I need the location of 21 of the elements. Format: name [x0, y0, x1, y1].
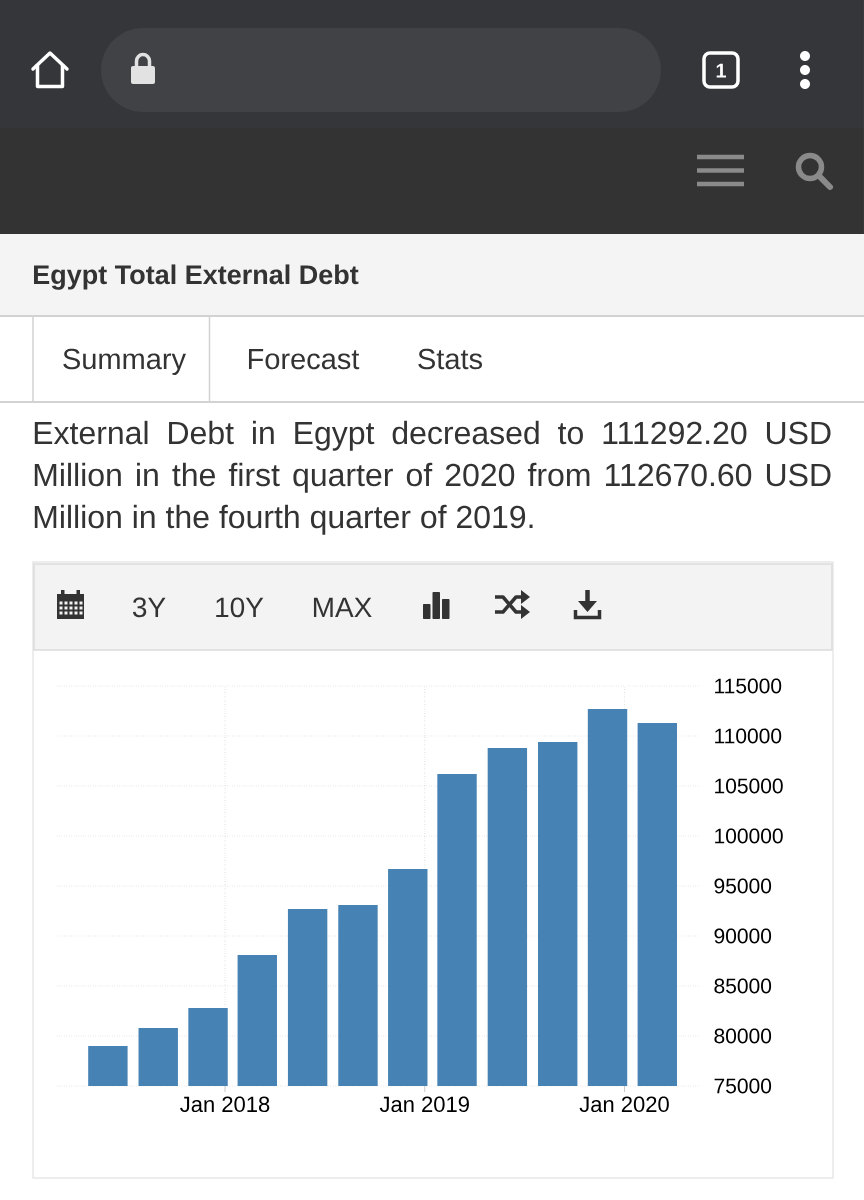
y-tick-label: 95000 — [714, 878, 772, 894]
y-tick-label: 110000 — [715, 728, 782, 744]
text: 3Y — [132, 597, 166, 618]
y-tick-label: 75000 — [714, 1078, 772, 1094]
chart-title: Egypt Total External Debt — [34, 264, 359, 290]
text: Forecast — [248, 349, 360, 370]
y-tick-label: 80000 — [714, 1028, 772, 1044]
y-tick-label: 115000 — [715, 678, 782, 694]
chart-subtitle: External Debt in Egypt decreased to 111292.20 USD Million in the first quarter of 2020 from 112670.60 USD Million in the fourth quarter of 2019. — [34, 420, 831, 535]
x-tick-label: Jan 2018 — [180, 1096, 270, 1113]
text: 10Y — [216, 597, 264, 618]
y-tick-label: 85000 — [714, 978, 772, 994]
text: 1 — [716, 63, 727, 78]
x-tick-label: Jan 2020 — [579, 1096, 669, 1113]
y-tick-label: 100000 — [715, 828, 783, 844]
x-tick-label: Jan 2019 — [379, 1096, 469, 1113]
y-tick-label: 90000 — [714, 928, 772, 944]
text: MAX — [313, 597, 372, 617]
text: Summary — [63, 348, 186, 376]
text: Stats — [418, 348, 482, 370]
y-tick-label: 105000 — [715, 778, 783, 794]
